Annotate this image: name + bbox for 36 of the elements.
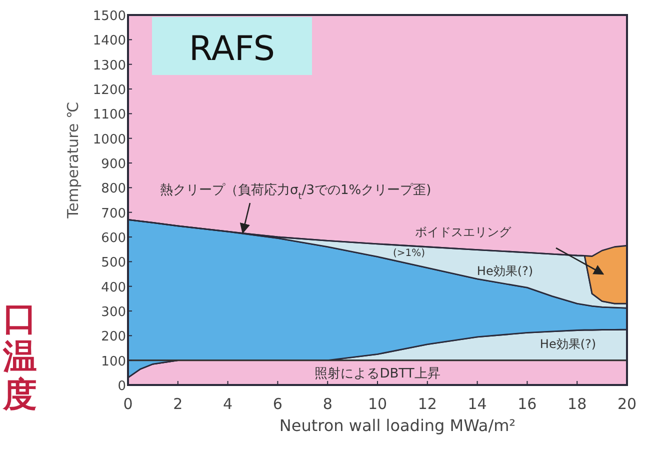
y-tick-label: 1400 — [92, 34, 126, 49]
annotation: (>1%) — [393, 248, 426, 259]
x-tick-label: 20 — [617, 395, 637, 413]
x-tick-label: 16 — [518, 395, 537, 413]
text: RAFS — [188, 29, 276, 69]
x-axis-title: Neutron wall loading MWa/m² — [279, 416, 516, 435]
x-tick-label: 2 — [173, 395, 183, 413]
y-tick-label: 100 — [101, 354, 126, 370]
x-tick-label: 6 — [272, 395, 282, 413]
y-axis-title: Temperature ℃ — [64, 102, 82, 220]
x-tick-label: 8 — [322, 395, 332, 413]
annotation: 熱クリープ（負荷応力σ$_{t}$/3での1%クリープ歪) — [160, 182, 432, 202]
y-tick-label: 200 — [101, 330, 126, 345]
annotation: He効果(?) — [476, 264, 534, 278]
y-tick-label: 1300 — [92, 58, 126, 74]
text: 口温度 — [2, 299, 37, 415]
y-tick-label: 1000 — [92, 132, 126, 148]
ref-line-label: 照射によるDBTT上昇 — [314, 366, 440, 382]
y-tick-label: 0 — [118, 379, 126, 394]
annotation: ボイドスエリング — [415, 225, 512, 239]
annotation: He効果(?) — [540, 337, 596, 351]
y-tick-label: 400 — [101, 280, 126, 296]
y-tick-label: 600 — [101, 231, 126, 246]
x-tick-label: 12 — [418, 395, 437, 413]
y-tick-label: 1500 — [92, 9, 126, 24]
x-tick-label: 10 — [368, 395, 388, 413]
y-tick-label: 1200 — [92, 83, 126, 98]
y-tick-label: 700 — [101, 206, 126, 222]
x-tick-label: 4 — [223, 395, 233, 413]
y-tick-label: 500 — [101, 256, 126, 271]
y-tick-label: 900 — [101, 157, 126, 172]
y-tick-label: 1100 — [92, 108, 126, 123]
x-tick-label: 18 — [568, 395, 587, 413]
y-tick-label: 800 — [101, 182, 126, 197]
y-tick-label: 300 — [101, 305, 126, 320]
x-tick-label: 14 — [468, 395, 487, 413]
